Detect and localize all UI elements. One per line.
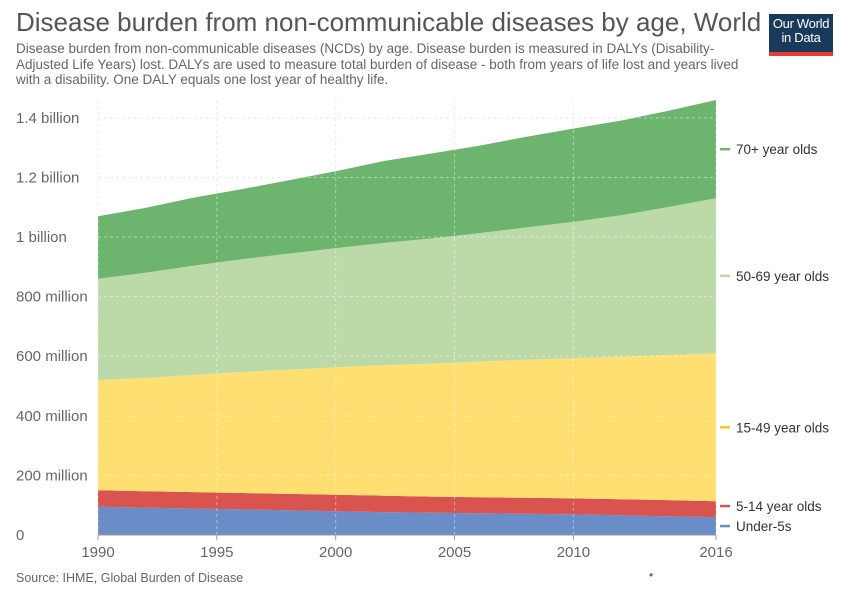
area-series-0 (98, 506, 716, 535)
y-tick-label-2: 400 million (16, 408, 88, 425)
x-tick-label-1: 1995 (200, 544, 233, 561)
legend-label-4: 70+ year olds (736, 142, 818, 157)
y-tick-label-4: 800 million (16, 289, 88, 306)
legend-label-1: 5-14 year olds (736, 499, 822, 514)
x-tick-label-3: 2005 (438, 544, 471, 561)
logo-accent-bar (769, 52, 833, 56)
chart-subtitle: Disease burden from non-communicable dis… (16, 41, 739, 87)
area-series-3 (98, 198, 716, 381)
source-note: Source: IHME, Global Burden of Disease (16, 571, 244, 585)
x-tick-label-4: 2010 (557, 544, 590, 561)
footer-dot: • (649, 568, 654, 582)
legend-label-0: Under-5s (736, 519, 792, 534)
area-series-4 (98, 100, 716, 279)
y-tick-label-0: 0 (16, 527, 24, 544)
owid-logo[interactable]: Our World in Data (769, 14, 833, 56)
chart-title: Disease burden from non-communicable dis… (16, 7, 762, 37)
legend-label-3: 50-69 year olds (736, 269, 829, 284)
logo-line-1: Our World (772, 16, 830, 31)
area-series-2 (98, 353, 716, 502)
x-tick-label-2: 2000 (319, 544, 352, 561)
legend-label-2: 15-49 year olds (736, 420, 829, 435)
y-tick-label-5: 1 billion (16, 229, 67, 246)
y-tick-label-1: 200 million (16, 467, 88, 484)
logo-line-2: in Data (781, 30, 821, 45)
area-series-1 (98, 490, 716, 518)
y-tick-label-6: 1.2 billion (16, 169, 79, 186)
x-tick-label-5: 2016 (699, 544, 732, 561)
y-tick-label-7: 1.4 billion (16, 110, 79, 127)
y-tick-label-3: 600 million (16, 348, 88, 365)
x-tick-label-0: 1990 (81, 544, 114, 561)
